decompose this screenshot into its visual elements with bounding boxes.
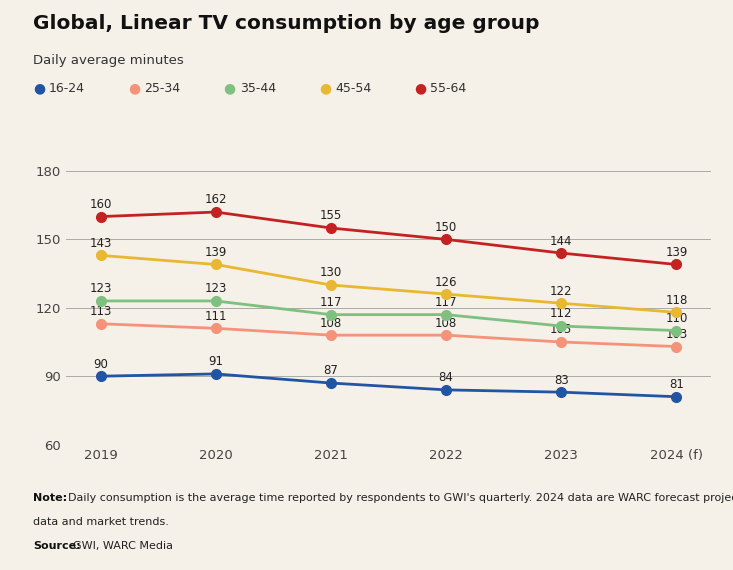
Text: 117: 117: [320, 296, 342, 309]
Text: 113: 113: [89, 305, 111, 318]
Text: ●: ●: [128, 82, 141, 95]
Text: 16-24: 16-24: [49, 82, 85, 95]
Text: 112: 112: [550, 307, 572, 320]
Text: 90: 90: [93, 357, 108, 370]
Text: Daily average minutes: Daily average minutes: [33, 54, 184, 67]
Text: 144: 144: [550, 234, 572, 247]
Text: 83: 83: [554, 373, 569, 386]
Text: 87: 87: [323, 364, 339, 377]
Text: 111: 111: [205, 310, 227, 323]
Text: 160: 160: [89, 198, 111, 211]
Text: 139: 139: [666, 246, 688, 259]
Text: ●: ●: [224, 82, 236, 95]
Text: 130: 130: [320, 266, 342, 279]
Text: Note:: Note:: [33, 493, 67, 503]
Text: 108: 108: [435, 316, 457, 329]
Text: ●: ●: [414, 82, 427, 95]
Text: 139: 139: [205, 246, 227, 259]
Text: 81: 81: [669, 378, 684, 391]
Text: 91: 91: [208, 355, 224, 368]
Text: 45-54: 45-54: [335, 82, 371, 95]
Text: 123: 123: [205, 282, 227, 295]
Text: 105: 105: [550, 323, 572, 336]
Text: Global, Linear TV consumption by age group: Global, Linear TV consumption by age gro…: [33, 14, 539, 33]
Text: 35-44: 35-44: [240, 82, 276, 95]
Text: 118: 118: [666, 294, 688, 307]
Text: 117: 117: [435, 296, 457, 309]
Text: GWI, WARC Media: GWI, WARC Media: [73, 541, 173, 551]
Text: 84: 84: [438, 371, 454, 384]
Text: data and market trends.: data and market trends.: [33, 517, 169, 527]
Text: 162: 162: [205, 193, 227, 206]
Text: 150: 150: [435, 221, 457, 234]
Text: ●: ●: [319, 82, 331, 95]
Text: 155: 155: [320, 209, 342, 222]
Text: 108: 108: [320, 316, 342, 329]
Text: 110: 110: [666, 312, 688, 325]
Text: 126: 126: [435, 275, 457, 288]
Text: Daily consumption is the average time reported by respondents to GWI's quarterly: Daily consumption is the average time re…: [68, 493, 733, 503]
Text: 143: 143: [89, 237, 111, 250]
Text: 123: 123: [89, 282, 111, 295]
Text: 55-64: 55-64: [430, 82, 466, 95]
Text: 25-34: 25-34: [144, 82, 180, 95]
Text: Source:: Source:: [33, 541, 81, 551]
Text: 103: 103: [666, 328, 688, 341]
Text: ●: ●: [33, 82, 45, 95]
Text: 122: 122: [550, 284, 572, 298]
